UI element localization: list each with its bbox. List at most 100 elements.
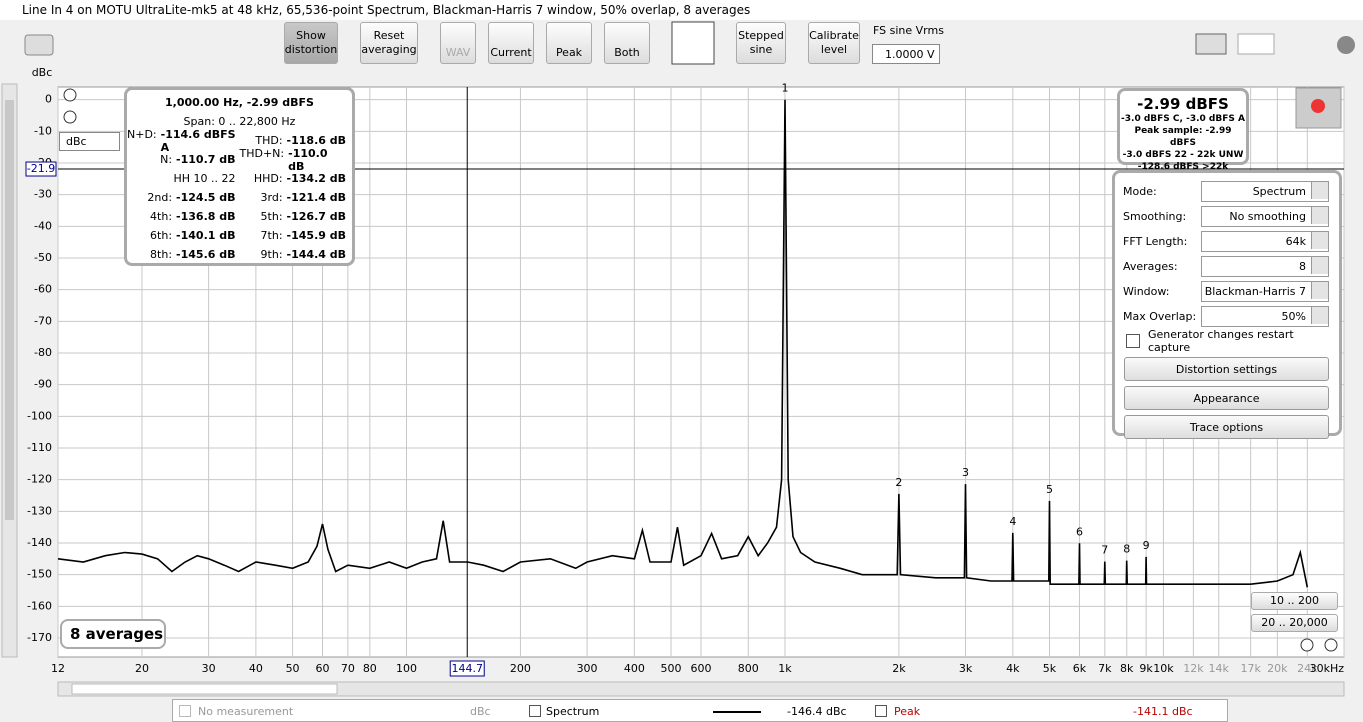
settings-row: FFT Length: 64k xyxy=(1115,229,1339,254)
zoom-out[interactable] xyxy=(63,110,77,124)
y-tick-label: -150 xyxy=(27,568,52,581)
dp-label: THD+N: xyxy=(239,146,285,160)
x-tick-label: 500 xyxy=(661,662,682,675)
settings-row: Averages: 8 xyxy=(1115,254,1339,279)
settings-select[interactable]: Spectrum xyxy=(1201,181,1329,202)
dp-label: HH 10 .. 22 xyxy=(173,172,236,185)
cursor-y-box xyxy=(25,161,57,177)
range-button[interactable]: 10 .. 200 xyxy=(1251,592,1338,610)
dp-value: -145.6 dB xyxy=(176,248,236,261)
zoom-in[interactable] xyxy=(63,88,77,102)
dp-value: -144.4 dB xyxy=(286,248,346,261)
harmonic-label: 7 xyxy=(1101,544,1108,557)
cursor-x-box xyxy=(449,660,485,677)
settings-select[interactable]: No smoothing xyxy=(1201,206,1329,227)
record-light xyxy=(1311,99,1325,113)
checkbox[interactable] xyxy=(1126,334,1140,348)
y-tick-label: -40 xyxy=(34,219,52,232)
dp-label: 2nd: xyxy=(147,191,173,204)
layout-icon-2[interactable] xyxy=(1237,33,1275,55)
dp-label: 7th: xyxy=(260,229,283,242)
y-tick-label: -30 xyxy=(34,188,52,201)
dp-label: 4th: xyxy=(150,210,173,223)
toolbar-button[interactable]: Calibrate level xyxy=(808,22,860,64)
x-zoom-in[interactable] xyxy=(1324,638,1338,652)
dp-cell: HHD: -134.2 dB xyxy=(240,172,353,185)
fs-label: FS sine Vrms xyxy=(873,24,944,37)
layout-icon[interactable] xyxy=(1195,33,1227,55)
distortion-panel: 1,000.00 Hz, -2.99 dBFS Span: 0 .. 22,800… xyxy=(124,87,355,266)
toolbar-button[interactable]: WAV xyxy=(440,22,476,64)
dp-value: -110.0 dB xyxy=(288,146,328,173)
x-scroll-thumb[interactable] xyxy=(71,683,338,695)
dp-cell: 2nd: -124.5 dB xyxy=(127,191,240,204)
dp-label: 8th: xyxy=(150,248,173,261)
panel-button[interactable]: Trace options xyxy=(1124,415,1329,439)
dp-value: -114.6 dBFS A xyxy=(160,127,236,154)
harmonic-label: 8 xyxy=(1123,543,1130,556)
x-tick-label: 7k xyxy=(1098,662,1112,675)
dp-cell: 4th: -136.8 dB xyxy=(127,210,240,223)
dp-cell: 9th: -144.4 dB xyxy=(240,248,353,261)
x-scrollbar[interactable] xyxy=(57,681,1345,697)
camera-icon[interactable] xyxy=(24,34,54,56)
toolbar-button[interactable]: Show distortion xyxy=(284,22,338,64)
y-tick-label: -140 xyxy=(27,536,52,549)
dp-header: 1,000.00 Hz, -2.99 dBFS xyxy=(165,96,314,109)
x-tick-label: 12 xyxy=(51,662,65,675)
settings-row: Window: Blackman-Harris 7 xyxy=(1115,279,1339,304)
record-button[interactable] xyxy=(1295,87,1342,129)
x-tick-label: 12k xyxy=(1183,662,1204,675)
legend-swatch xyxy=(713,711,761,713)
panel-button[interactable]: Appearance xyxy=(1124,386,1329,410)
y-tick-label: -160 xyxy=(27,599,52,612)
dp-value: -134.2 dB xyxy=(286,172,346,185)
x-tick-label: 6k xyxy=(1073,662,1087,675)
level-line: -128.6 dBFS >22k xyxy=(1137,162,1229,172)
settings-select[interactable]: 50% xyxy=(1201,306,1329,327)
dp-row: HH 10 .. 22 HHD: -134.2 dB xyxy=(127,169,352,188)
range-button[interactable]: 20 .. 20,000 xyxy=(1251,614,1338,632)
legend-check[interactable] xyxy=(529,705,541,717)
settings-select[interactable]: Blackman-Harris 7 xyxy=(1201,281,1329,302)
y-tick-label: -110 xyxy=(27,441,52,454)
dp-row: 8th: -145.6 dB 9th: -144.4 dB xyxy=(127,245,352,264)
x-tick-label: 17k xyxy=(1240,662,1261,675)
y-tick-label: -90 xyxy=(34,378,52,391)
checkbox-label: Generator changes restart capture xyxy=(1147,328,1294,354)
dp-row: N+D: -114.6 dBFS A THD: -118.6 dB xyxy=(127,128,352,154)
x-tick-label: 80 xyxy=(363,662,377,675)
dp-label: THD: xyxy=(255,134,283,147)
settings-select[interactable]: 8 xyxy=(1201,256,1329,277)
toolbar-button[interactable]: Reset averaging xyxy=(360,22,418,64)
unit-selector[interactable]: dBc xyxy=(59,132,120,151)
legend-name: No measurement xyxy=(198,705,294,718)
dp-label: HHD: xyxy=(253,172,283,185)
x-tick-label: 20 xyxy=(135,662,149,675)
y-scroll-thumb[interactable] xyxy=(5,100,14,520)
dp-value: -121.4 dB xyxy=(286,191,346,204)
dp-label: 6th: xyxy=(150,229,173,242)
dp-cell: 3rd: -121.4 dB xyxy=(240,191,353,204)
settings-icon[interactable] xyxy=(1337,36,1355,54)
x-zoom-out[interactable] xyxy=(1300,638,1314,652)
panel-button[interactable]: Distortion settings xyxy=(1124,357,1329,381)
toolbar-button[interactable]: Stepped sine xyxy=(736,22,786,64)
dp-cell: N+D: -114.6 dBFS A xyxy=(127,128,240,154)
y-tick-label: -120 xyxy=(27,473,52,486)
legend-check[interactable] xyxy=(875,705,887,717)
toolbar-button[interactable]: Current xyxy=(488,22,534,64)
toolbar-button[interactable]: Peak xyxy=(546,22,592,64)
y-tick-label: -170 xyxy=(27,631,52,644)
window-title: Line In 4 on MOTU UltraLite-mk5 at 48 kH… xyxy=(0,0,1363,20)
legend-bar: No measurement dBc Spectrum -146.4 dBc Peak -… xyxy=(172,699,1228,722)
settings-select[interactable]: 64k xyxy=(1201,231,1329,252)
settings-label: Window: xyxy=(1123,285,1170,298)
dp-cell: 7th: -145.9 dB xyxy=(240,229,353,242)
fs-input[interactable]: 1.0000 V xyxy=(872,44,940,64)
capture-icon[interactable] xyxy=(671,21,715,65)
x-tick-label: 100 xyxy=(396,662,417,675)
toolbar-button[interactable]: Both xyxy=(604,22,650,64)
harmonic-label: 9 xyxy=(1143,539,1150,552)
